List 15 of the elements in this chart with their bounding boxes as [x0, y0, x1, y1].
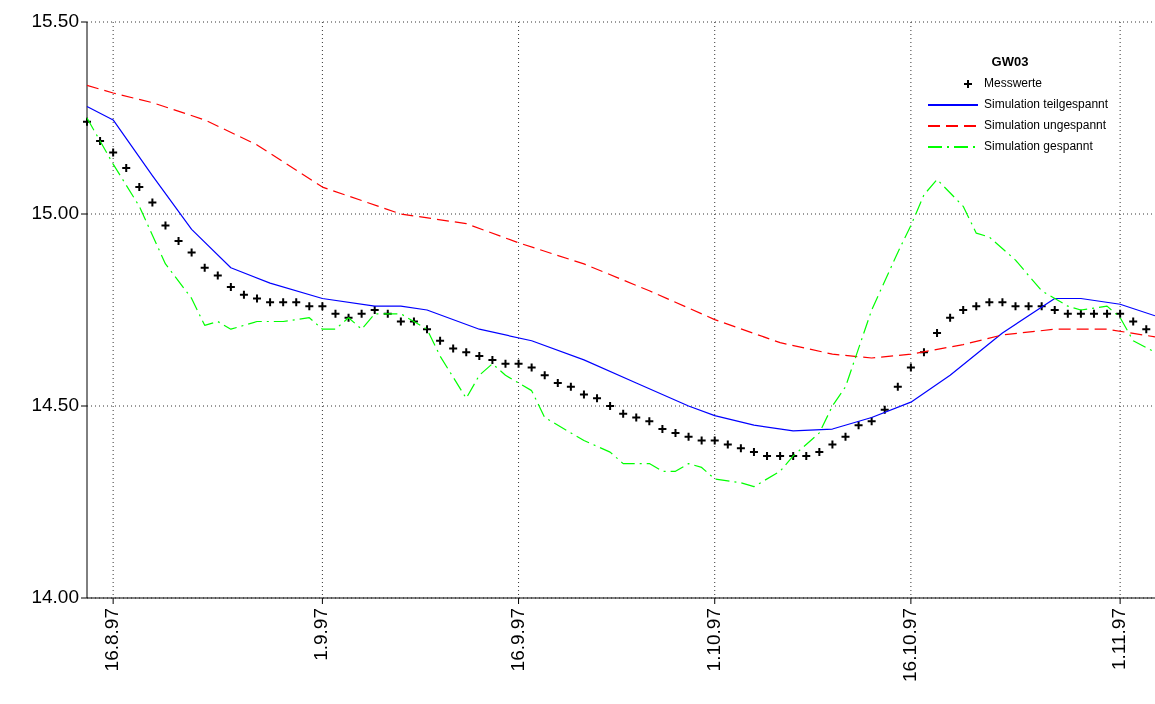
y-tick-label: 14.00 [31, 586, 79, 608]
x-tick-label: 16.9.97 [506, 608, 528, 672]
y-tick-label: 15.50 [31, 10, 79, 32]
legend-label: Simulation ungespannt [984, 118, 1107, 133]
x-tick-label: 1.10.97 [702, 608, 724, 672]
legend-label: Simulation teilgespannt [984, 97, 1109, 112]
legend-title: GW03 [991, 54, 1029, 69]
legend-label: Messwerte [984, 76, 1043, 91]
x-tick-label: 16.10.97 [898, 608, 920, 682]
legend-label: Simulation gespannt [984, 139, 1094, 154]
x-tick-label: 16.8.97 [101, 608, 123, 672]
x-tick-label: 1.11.97 [1108, 608, 1130, 670]
y-tick-label: 15.00 [31, 202, 79, 224]
y-tick-label: 14.50 [31, 394, 79, 416]
x-tick-label: 1.9.97 [310, 608, 332, 661]
